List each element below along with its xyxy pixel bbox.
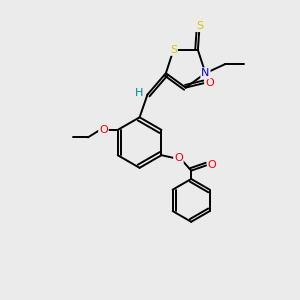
Text: O: O	[99, 125, 108, 135]
Text: S: S	[196, 21, 203, 31]
Text: O: O	[174, 153, 183, 163]
Text: O: O	[208, 160, 216, 170]
Text: O: O	[205, 78, 214, 88]
Text: S: S	[170, 45, 177, 55]
Text: N: N	[201, 68, 210, 78]
Text: H: H	[135, 88, 143, 98]
